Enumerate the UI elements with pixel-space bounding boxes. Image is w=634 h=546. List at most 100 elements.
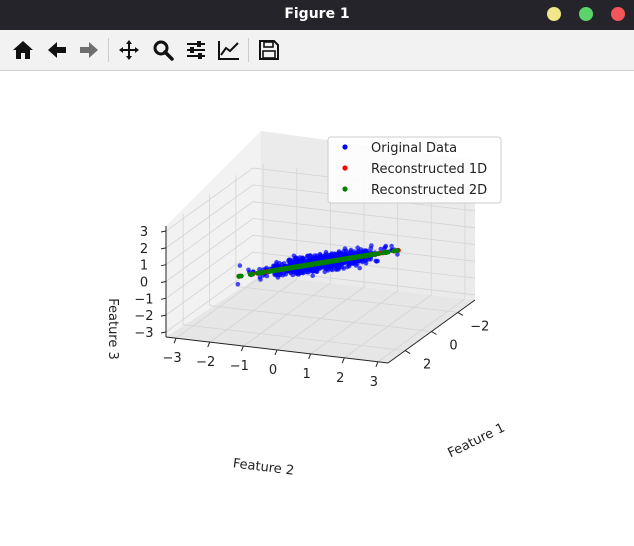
x-tick-label: −2	[470, 319, 489, 334]
axes-button[interactable]	[216, 38, 242, 62]
y-tick	[207, 341, 211, 348]
forward-button[interactable]	[76, 38, 102, 62]
data-point	[347, 255, 352, 261]
data-point	[237, 263, 243, 268]
y-tick	[341, 357, 345, 364]
grid-line	[276, 176, 365, 351]
data-point	[343, 248, 349, 254]
data-point	[265, 269, 271, 274]
grid-lines	[165, 164, 476, 363]
data-point	[334, 263, 340, 268]
data-point	[274, 272, 279, 278]
y-tick-label: 2	[336, 371, 344, 386]
z-tick-label: 1	[140, 259, 148, 274]
data-point	[290, 265, 296, 270]
close-button[interactable]	[611, 7, 625, 21]
data-point	[359, 253, 365, 259]
save-icon	[259, 40, 279, 60]
grid-line	[243, 172, 331, 347]
data-point	[315, 261, 321, 266]
legend-label: Reconstructed 2D	[371, 183, 487, 198]
y-tick-label: −2	[196, 355, 215, 370]
data-point	[330, 263, 335, 269]
z-tick	[160, 247, 167, 250]
data-point	[389, 243, 394, 249]
y-tick-label: 1	[302, 367, 310, 382]
window-title: Figure 1	[284, 6, 350, 22]
data-point	[369, 243, 374, 248]
data-point	[308, 262, 314, 267]
maximize-button[interactable]	[579, 7, 593, 21]
data-point	[320, 260, 326, 265]
data-point	[382, 245, 388, 250]
data-point	[385, 249, 391, 255]
z-tick	[160, 314, 167, 317]
y-tick-label: 0	[269, 363, 277, 378]
grid-line	[165, 201, 476, 266]
z-tick-label: −2	[134, 309, 153, 324]
z-tick	[160, 264, 167, 267]
z-tick-label: 2	[140, 242, 148, 257]
home-icon	[13, 41, 33, 59]
x-tick	[404, 350, 411, 355]
back-button[interactable]	[44, 38, 70, 62]
data-point	[271, 268, 277, 274]
data-point	[354, 261, 360, 267]
data-point	[271, 263, 277, 269]
y-tick-label: −3	[163, 351, 182, 366]
x-tick-label: 2	[423, 358, 431, 373]
y-tick	[308, 353, 312, 360]
grid-line	[209, 168, 298, 343]
z-tick-label: −1	[134, 292, 153, 307]
grid-line	[235, 175, 458, 313]
axes-icon	[218, 41, 239, 60]
legend-marker	[342, 186, 348, 192]
y-axis-label: Feature 2	[232, 456, 295, 478]
data-point	[354, 254, 360, 260]
minimize-button[interactable]	[547, 7, 561, 21]
grid-line	[377, 187, 466, 363]
data-point	[235, 281, 241, 287]
data-point	[300, 257, 306, 262]
data-point	[368, 252, 373, 258]
zoom-button[interactable]	[150, 38, 176, 62]
data-point	[293, 255, 299, 260]
z-tick	[160, 230, 167, 233]
z-tick-label: 3	[140, 225, 148, 240]
window-titlebar: Figure 1	[0, 0, 634, 30]
subplots-button[interactable]	[183, 38, 209, 62]
grid-line	[165, 234, 476, 299]
series-reconstructed-2d	[236, 248, 400, 279]
data-point	[280, 272, 286, 278]
data-point	[374, 259, 379, 264]
data-point	[322, 269, 328, 275]
grid-line	[182, 213, 406, 351]
forward-icon	[80, 42, 98, 58]
y-tick-label: −1	[230, 359, 249, 374]
data-point	[312, 267, 317, 273]
y-tick	[173, 337, 177, 344]
subplots-icon	[187, 41, 205, 59]
x-axis-label: Feature 1	[446, 421, 508, 461]
home-button[interactable]	[10, 38, 36, 62]
zoom-icon	[153, 40, 174, 61]
z-tick-label: −3	[134, 326, 153, 341]
z-tick	[160, 281, 167, 283]
y-tick	[274, 349, 278, 356]
toolbar-separator	[248, 38, 249, 62]
data-point	[340, 256, 346, 262]
grid-line	[209, 194, 432, 332]
data-point	[282, 266, 288, 272]
data-point	[246, 267, 251, 273]
save-button[interactable]	[256, 38, 282, 62]
grid-line	[310, 179, 399, 355]
legend-box	[327, 136, 502, 204]
data-point	[288, 259, 293, 264]
data-point	[336, 257, 342, 263]
data-point	[310, 273, 316, 278]
pan-button[interactable]	[116, 38, 142, 62]
legend-label: Reconstructed 1D	[371, 162, 487, 177]
data-point	[378, 246, 384, 252]
